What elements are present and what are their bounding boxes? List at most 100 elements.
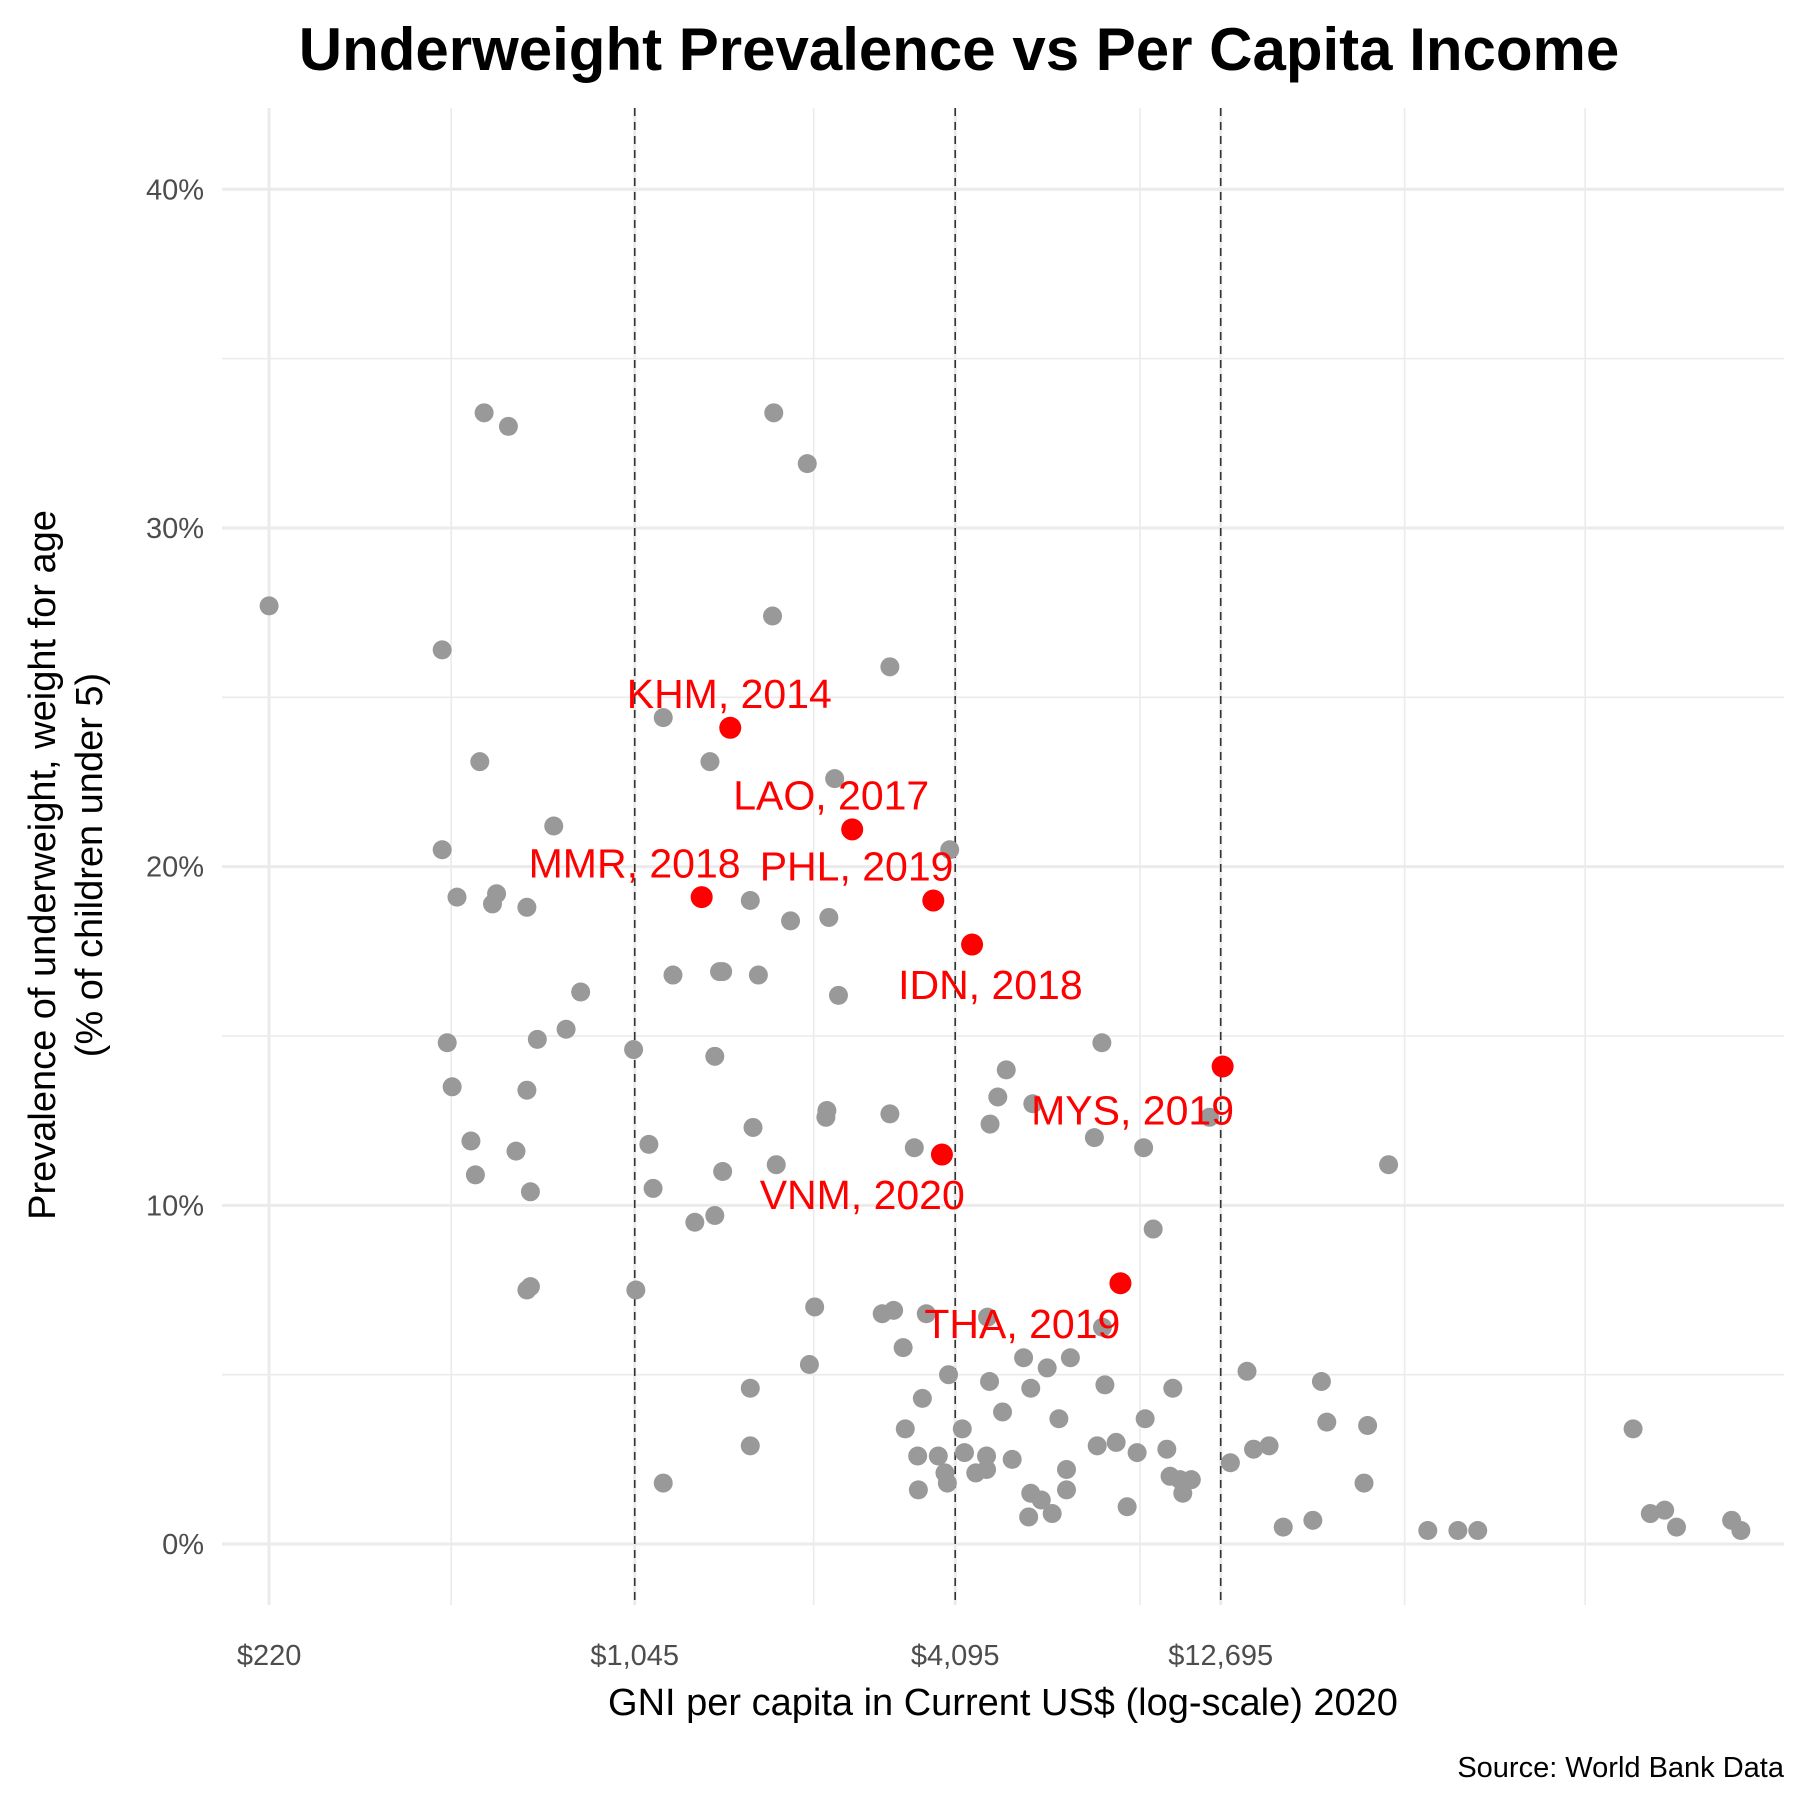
y-axis-label-line-1: Prevalence of underweight, weight for ag… [22,510,64,1220]
country-point [748,965,768,985]
country-point [799,1355,819,1375]
country-point [474,403,494,423]
country-point [908,1480,928,1500]
highlighted-point-label: PHL, 2019 [760,844,954,890]
country-point [461,1131,481,1151]
country-point [797,454,817,474]
country-point [764,403,784,423]
country-point [1002,1449,1022,1469]
country-point [743,1117,763,1137]
minor-gridlines [222,108,1784,1605]
country-point [1163,1378,1183,1398]
country-point [653,1473,673,1493]
country-point [916,1304,936,1324]
country-point [1379,1155,1399,1175]
country-point [893,1338,913,1358]
country-point [713,1161,733,1181]
x-tick-label: $4,095 [911,1640,1000,1672]
country-point [1143,1219,1163,1239]
country-point [1106,1432,1126,1452]
highlighted-point-label: KHM, 2014 [627,671,832,717]
country-point [996,1060,1016,1080]
highlighted-point [1109,1272,1132,1295]
highlighted-point [719,716,742,739]
country-point [952,1419,972,1439]
y-tick-label: 10% [146,1190,204,1222]
y-axis-label-line-2: (% of children under 5) [69,673,111,1057]
major-gridlines [222,108,1784,1605]
x-tick-label: $220 [237,1640,302,1672]
country-point [977,1460,997,1480]
country-point [1237,1361,1257,1381]
country-point [705,1046,725,1066]
country-point [520,1182,540,1202]
highlighted-country-labels: KHM, 2014 LAO, 2017 MMR, 2018 PHL, 2019 IDN,… [529,671,1234,1347]
country-point [1311,1371,1331,1391]
country-point [1303,1510,1323,1530]
country-point [1418,1520,1438,1540]
country-point [880,657,900,677]
country-point [1731,1520,1751,1540]
country-point [1042,1504,1062,1524]
country-point [1199,1107,1219,1127]
country-point [447,887,467,907]
country-point [1092,1033,1112,1053]
highlighted-point-label: LAO, 2017 [733,773,929,819]
country-point [817,1101,837,1121]
country-point [498,416,518,436]
country-point [626,1280,646,1300]
country-point [1655,1500,1675,1520]
country-point [1037,1358,1057,1378]
country-point [740,1378,760,1398]
country-point [1092,1317,1112,1337]
country-point [1244,1439,1264,1459]
country-point [432,840,452,860]
country-point [685,1212,705,1232]
country-point [1354,1473,1374,1493]
country-point [1060,1348,1080,1368]
country-point [624,1040,644,1060]
highlighted-point-label: MYS, 2019 [1031,1088,1234,1134]
y-tick-label: 20% [146,852,204,884]
country-point [1095,1375,1115,1395]
country-point [517,1080,537,1100]
country-point [517,897,537,917]
country-point [1031,1490,1051,1510]
y-tick-label: 0% [162,1529,204,1561]
country-point [954,1443,974,1463]
country-point [1259,1436,1279,1456]
x-axis-tick-labels: $220 $1,045 $4,095 $12,695 [237,1640,1273,1672]
highlighted-point [930,1143,953,1166]
country-point [1468,1520,1488,1540]
country-point [740,1436,760,1456]
x-tick-label: $12,695 [1168,1640,1273,1672]
highlighted-point [922,889,945,912]
x-tick-label: $1,045 [590,1640,679,1672]
highlighted-countries-points [690,716,1234,1295]
country-point [1220,1453,1240,1473]
country-point [1157,1439,1177,1459]
country-point [980,1371,1000,1391]
x-axis-label: GNI per capita in Current US$ (log-scale… [608,1682,1398,1724]
country-point [1057,1480,1077,1500]
country-point [740,891,760,911]
country-point [880,1104,900,1124]
chart-title: Underweight Prevalence vs Per Capita Inc… [299,16,1620,83]
country-point [1127,1443,1147,1463]
highlighted-point-label: THA, 2019 [924,1301,1120,1347]
country-point [1084,1128,1104,1148]
country-point [988,1087,1008,1107]
country-point [828,985,848,1005]
country-point [465,1165,485,1185]
country-point [977,1446,997,1466]
country-point [895,1419,915,1439]
country-point [432,640,452,660]
country-point [1117,1497,1137,1517]
country-point [940,840,960,860]
country-point [571,982,591,1002]
other-countries-points [259,403,1751,1540]
country-point [259,596,279,616]
country-point [643,1178,663,1198]
country-point [1135,1409,1155,1429]
